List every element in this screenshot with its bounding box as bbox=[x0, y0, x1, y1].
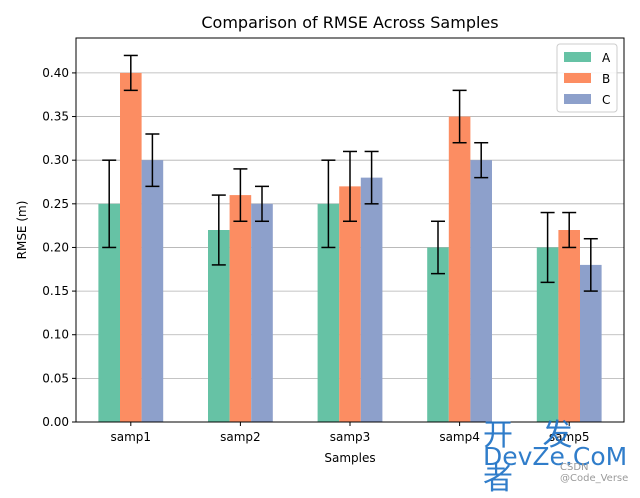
legend-swatch-C bbox=[564, 94, 591, 104]
bar-B-samp4 bbox=[448, 116, 471, 422]
bar-A-samp5 bbox=[536, 247, 559, 422]
watermark-csdn-text: CSDN @Code_Verse bbox=[560, 462, 629, 484]
y-tick-label: 0.25 bbox=[42, 197, 69, 211]
legend-label-A: A bbox=[602, 51, 611, 65]
y-tick-label: 0.00 bbox=[42, 415, 69, 429]
bar-C-samp2 bbox=[251, 203, 273, 422]
bar-A-samp1 bbox=[98, 203, 120, 422]
rmse-bar-chart: 0.00 0.05 0.10 0.15 0.20 0.25 0.30 0.35 0.40 sam… bbox=[15, 13, 625, 465]
legend-swatch-A bbox=[564, 52, 591, 62]
bar-B-samp2 bbox=[229, 195, 252, 422]
x-tick-label-samp3: samp3 bbox=[330, 430, 371, 444]
legend-label-C: C bbox=[602, 93, 610, 107]
y-axis-label: RMSE (m) bbox=[15, 201, 29, 260]
x-axis-label: Samples bbox=[324, 451, 375, 465]
x-axis: samp1 samp2 samp3 samp4 samp5 bbox=[111, 422, 590, 444]
bars bbox=[98, 72, 602, 422]
legend: ABC bbox=[556, 43, 618, 113]
bar-A-samp4 bbox=[427, 247, 449, 422]
y-tick-label: 0.10 bbox=[42, 328, 69, 342]
bar-A-samp2 bbox=[208, 230, 230, 422]
x-tick-label-samp1: samp1 bbox=[111, 430, 152, 444]
bar-B-samp1 bbox=[120, 72, 142, 422]
y-tick-label: 0.20 bbox=[42, 240, 69, 254]
legend-label-B: B bbox=[602, 72, 610, 86]
bar-C-samp4 bbox=[470, 160, 492, 422]
bar-B-samp5 bbox=[558, 230, 580, 422]
legend-swatch-B bbox=[564, 73, 591, 83]
y-tick-label: 0.30 bbox=[42, 153, 69, 167]
y-tick-label: 0.40 bbox=[42, 66, 69, 80]
x-tick-label-samp5: samp5 bbox=[549, 430, 590, 444]
chart-title: Comparison of RMSE Across Samples bbox=[201, 13, 498, 32]
bar-B-samp3 bbox=[339, 186, 361, 422]
bar-A-samp3 bbox=[317, 203, 340, 422]
y-tick-label: 0.35 bbox=[42, 110, 69, 124]
bar-C-samp1 bbox=[141, 160, 164, 422]
error-bars bbox=[102, 54, 598, 292]
x-tick-label-samp2: samp2 bbox=[220, 430, 261, 444]
x-tick-label-samp4: samp4 bbox=[439, 430, 480, 444]
watermark-devze-text: DevZe.CoM bbox=[483, 442, 628, 471]
y-tick-label: 0.05 bbox=[42, 371, 69, 385]
y-tick-label: 0.15 bbox=[42, 284, 69, 298]
bar-C-samp5 bbox=[580, 264, 602, 422]
y-axis: 0.00 0.05 0.10 0.15 0.20 0.25 0.30 0.35 0.40 bbox=[42, 66, 76, 429]
bar-C-samp3 bbox=[360, 177, 383, 422]
